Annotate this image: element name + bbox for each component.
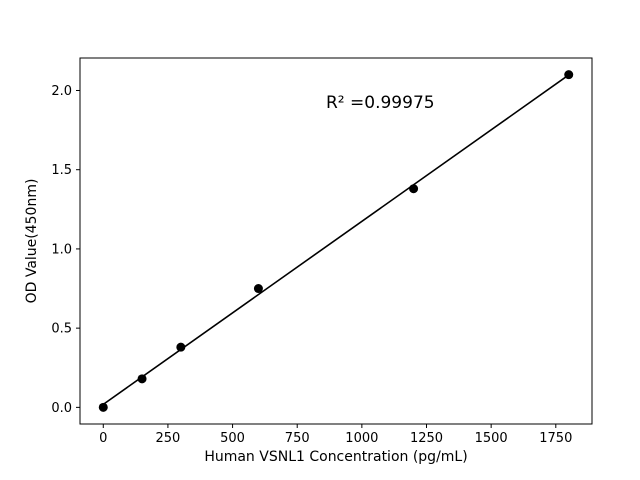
- y-tick-label: 0.5: [51, 322, 72, 337]
- x-tick-label: 0: [99, 431, 107, 446]
- data-point: [409, 184, 419, 194]
- plot-area: 0 250 500 750 1000 1250 1500 1750 0.0 0.5 1.0 1.5 2.…: [51, 57, 593, 446]
- r-squared-annotation: R² =0.99975: [326, 93, 435, 113]
- x-tick-label: 250: [156, 431, 181, 446]
- data-points: [98, 70, 574, 412]
- y-tick-label: 1.0: [51, 242, 72, 257]
- x-axis-ticks: 0 250 500 750 1000 1250 1500 1750: [99, 424, 572, 446]
- y-axis-label: OD Value(450nm): [24, 179, 40, 304]
- y-axis-ticks: 0.0 0.5 1.0 1.5 2.0: [51, 84, 80, 416]
- y-tick-label: 1.5: [51, 163, 72, 178]
- x-axis-label: Human VSNL1 Concentration (pg/mL): [204, 449, 467, 465]
- y-tick-label: 2.0: [51, 84, 72, 99]
- data-point: [98, 402, 108, 412]
- x-tick-label: 1750: [539, 431, 572, 446]
- data-point: [176, 342, 186, 352]
- x-tick-label: 1250: [410, 431, 443, 446]
- data-point: [253, 284, 263, 294]
- x-tick-label: 1500: [475, 431, 508, 446]
- axes-frame: [79, 57, 593, 425]
- x-tick-label: 1000: [345, 431, 378, 446]
- y-tick-label: 0.0: [51, 401, 72, 416]
- data-point: [137, 374, 147, 384]
- x-tick-label: 500: [220, 431, 245, 446]
- data-point: [564, 70, 574, 80]
- x-tick-label: 750: [285, 431, 310, 446]
- fit-line: [102, 74, 570, 406]
